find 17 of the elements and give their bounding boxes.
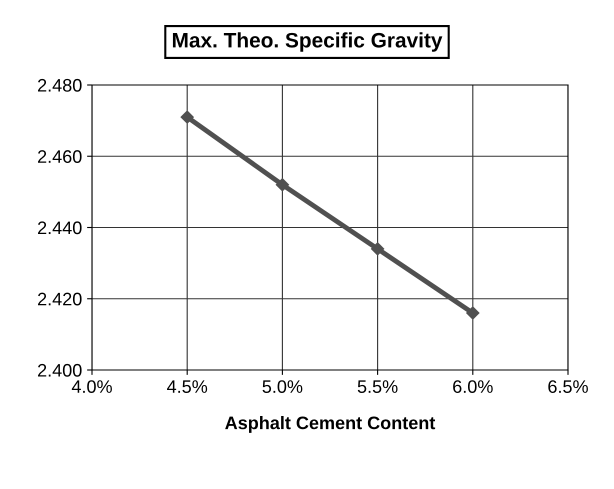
- x-tick-label: 4.5%: [167, 380, 208, 393]
- point: [276, 178, 289, 192]
- chart-title: Max. Theo. Specific Gravity: [172, 32, 442, 52]
- y-tick-label: 2.480: [38, 78, 82, 92]
- point: [371, 242, 384, 256]
- x-tick-label: 6.5%: [548, 380, 588, 393]
- x-tick-label: 5.0%: [262, 380, 302, 393]
- y-tick-label: 2.460: [38, 150, 82, 163]
- x-tick-label: 4.0%: [72, 380, 112, 393]
- y-tick-label: 2.440: [38, 221, 82, 234]
- y-tick-label: 2.420: [38, 292, 82, 306]
- y-tick-label: 2.400: [38, 364, 82, 377]
- x-tick-label: 5.5%: [358, 380, 398, 393]
- x-tick-label: 6.0%: [453, 380, 493, 393]
- point: [180, 110, 194, 124]
- point: [466, 306, 480, 320]
- x-axis-title: Asphalt Cement Content: [225, 416, 436, 433]
